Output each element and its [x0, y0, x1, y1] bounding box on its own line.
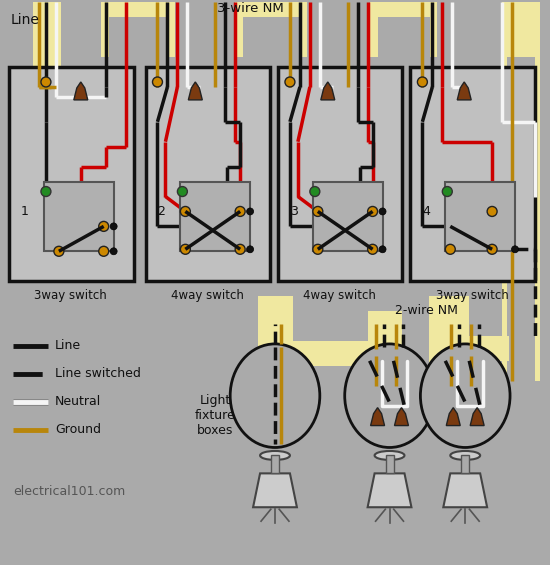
- Ellipse shape: [260, 451, 290, 460]
- Polygon shape: [74, 82, 88, 100]
- Bar: [278, 67, 403, 281]
- Bar: [430, 296, 469, 366]
- Circle shape: [54, 246, 64, 257]
- Polygon shape: [457, 82, 471, 100]
- Bar: [370, 2, 437, 57]
- Text: Line: Line: [55, 340, 81, 353]
- Bar: [386, 455, 393, 473]
- Bar: [235, 2, 307, 57]
- Circle shape: [446, 244, 455, 254]
- Circle shape: [98, 221, 109, 231]
- Text: 4way switch: 4way switch: [303, 289, 376, 302]
- Circle shape: [379, 208, 386, 215]
- Circle shape: [310, 186, 320, 197]
- Bar: [101, 2, 175, 57]
- Text: 3way switch: 3way switch: [436, 289, 509, 302]
- Circle shape: [178, 186, 188, 197]
- Text: Line switched: Line switched: [55, 367, 141, 380]
- Text: 2: 2: [157, 205, 166, 218]
- Bar: [109, 18, 167, 67]
- Polygon shape: [394, 407, 409, 425]
- Circle shape: [417, 77, 427, 87]
- Text: Neutral: Neutral: [55, 395, 101, 408]
- Polygon shape: [443, 473, 487, 507]
- Circle shape: [235, 244, 245, 254]
- Bar: [313, 181, 383, 251]
- Ellipse shape: [230, 344, 320, 447]
- Circle shape: [180, 244, 190, 254]
- Bar: [243, 18, 300, 67]
- Bar: [507, 57, 535, 386]
- Polygon shape: [446, 407, 460, 425]
- Text: 3: 3: [290, 205, 298, 218]
- Bar: [9, 67, 134, 281]
- Polygon shape: [470, 407, 484, 425]
- Circle shape: [110, 248, 117, 255]
- Bar: [446, 181, 515, 251]
- Bar: [430, 311, 469, 366]
- Ellipse shape: [420, 344, 510, 447]
- Circle shape: [313, 206, 323, 216]
- Bar: [271, 455, 279, 473]
- Circle shape: [313, 244, 323, 254]
- Circle shape: [41, 77, 51, 87]
- Bar: [258, 296, 293, 366]
- Circle shape: [246, 246, 254, 253]
- Bar: [461, 455, 469, 473]
- Text: Ground: Ground: [55, 423, 101, 436]
- Bar: [367, 311, 403, 366]
- Circle shape: [235, 206, 245, 216]
- Bar: [33, 2, 61, 82]
- Ellipse shape: [375, 451, 404, 460]
- Circle shape: [246, 208, 254, 215]
- Bar: [44, 181, 114, 251]
- Circle shape: [285, 77, 295, 87]
- Circle shape: [379, 246, 386, 253]
- Bar: [410, 67, 535, 281]
- Polygon shape: [253, 473, 297, 507]
- Text: Line: Line: [11, 13, 40, 27]
- Circle shape: [367, 206, 378, 216]
- Text: 3-wire NM: 3-wire NM: [217, 2, 283, 15]
- Bar: [258, 311, 293, 366]
- Text: 1: 1: [21, 205, 29, 218]
- Text: Light
fixture
boxes: Light fixture boxes: [195, 394, 235, 437]
- Bar: [146, 67, 270, 281]
- Text: 4: 4: [422, 205, 430, 218]
- Text: 3way switch: 3way switch: [35, 289, 107, 302]
- Polygon shape: [367, 473, 411, 507]
- Text: electrical101.com: electrical101.com: [13, 485, 125, 498]
- Text: 2-wire NM: 2-wire NM: [394, 304, 458, 317]
- Bar: [258, 341, 367, 366]
- Circle shape: [41, 186, 51, 197]
- Circle shape: [180, 206, 190, 216]
- Circle shape: [512, 246, 519, 253]
- Polygon shape: [321, 82, 335, 100]
- Circle shape: [487, 206, 497, 216]
- Ellipse shape: [345, 344, 435, 447]
- Circle shape: [367, 244, 378, 254]
- Bar: [180, 181, 250, 251]
- Circle shape: [442, 186, 452, 197]
- Ellipse shape: [450, 451, 480, 460]
- Text: 4way switch: 4way switch: [171, 289, 244, 302]
- Circle shape: [110, 223, 117, 230]
- Bar: [502, 2, 540, 381]
- Polygon shape: [371, 407, 384, 425]
- Circle shape: [487, 244, 497, 254]
- Bar: [378, 18, 430, 67]
- Circle shape: [152, 77, 162, 87]
- Polygon shape: [188, 82, 202, 100]
- Bar: [430, 336, 509, 361]
- Circle shape: [98, 246, 109, 257]
